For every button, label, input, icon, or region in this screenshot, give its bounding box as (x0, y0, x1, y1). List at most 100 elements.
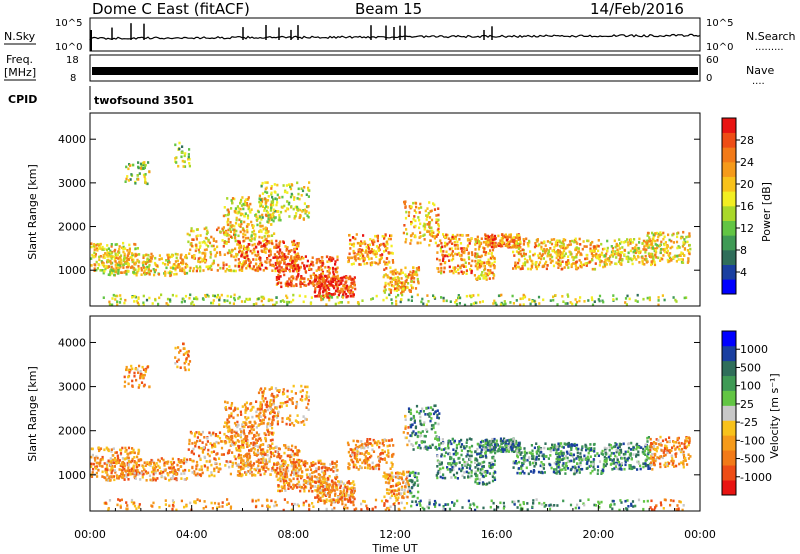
scatter-cell (299, 265, 302, 269)
scatter-cell (248, 262, 251, 266)
scatter-cell (247, 425, 250, 429)
scatter-cell (240, 253, 243, 257)
scatter-cell (137, 452, 140, 455)
scatter-cell (241, 265, 244, 269)
scatter-cell (384, 284, 387, 287)
scatter-cell (453, 269, 456, 272)
scatter-cell (264, 458, 268, 462)
scatter-cell (297, 463, 300, 467)
scatter-cell (533, 299, 536, 303)
scatter-cell (352, 249, 355, 253)
scatter-cell (408, 205, 411, 208)
scatter-cell (463, 250, 466, 253)
scatter-cell (514, 264, 517, 268)
scatter-cell (383, 244, 386, 247)
scatter-cell (300, 255, 303, 259)
scatter-cell (272, 198, 275, 201)
scatter-cell (177, 346, 180, 349)
scatter-cell (133, 294, 136, 298)
cpid-row: CPID twofsound 3501 (8, 86, 194, 110)
scatter-cell (110, 245, 113, 248)
scatter-cell (140, 471, 143, 475)
scatter-cell (246, 204, 249, 207)
scatter-cell (141, 365, 144, 369)
scatter-cell (285, 479, 288, 483)
scatter-cell (136, 368, 139, 371)
scatter-cell (122, 259, 125, 262)
scatter-cell (109, 468, 112, 472)
scatter-cell (527, 267, 530, 271)
freq-nave-trace (92, 67, 698, 75)
scatter-cell (275, 244, 278, 248)
scatter-cell (621, 251, 624, 254)
scatter-cell (271, 264, 274, 267)
scatter-cell (179, 465, 182, 468)
scatter-cell (102, 296, 105, 299)
scatter-cell (292, 461, 295, 464)
scatter-cell (117, 272, 120, 275)
scatter-cell (406, 286, 409, 289)
scatter-cell (195, 269, 198, 273)
scatter-cell (278, 453, 281, 456)
scatter-cell (277, 484, 280, 487)
scatter-cell (321, 462, 324, 466)
scatter-cell (523, 240, 526, 243)
scatter-cell (305, 205, 309, 208)
scatter-cell (463, 303, 467, 307)
scatter-cell (137, 269, 140, 272)
scatter-cell (258, 445, 262, 449)
scatter-cell (409, 242, 412, 245)
scatter-cell (264, 453, 267, 456)
scatter-cell (214, 445, 217, 448)
scatter-cell (175, 472, 178, 476)
scatter-cell (275, 445, 278, 449)
scatter-cell (242, 228, 245, 232)
scatter-cell (253, 448, 256, 451)
scatter-cell (271, 467, 274, 470)
scatter-cell (255, 218, 258, 222)
scatter-cell (187, 350, 190, 353)
scatter-cell (290, 279, 293, 283)
scatter-cell (342, 293, 345, 297)
scatter-cell (396, 282, 400, 286)
scatter-cell (259, 439, 263, 442)
scatter-cell (281, 255, 285, 258)
scatter-cell (250, 402, 253, 405)
scatter-cell (134, 261, 138, 265)
scatter-cell (238, 445, 241, 448)
scatter-cell (103, 265, 106, 268)
scatter-cell (293, 239, 296, 243)
scatter-cell (515, 240, 518, 243)
scatter-cell (148, 461, 151, 464)
scatter-cell (112, 447, 115, 450)
scatter-cell (405, 210, 408, 214)
scatter-cell (174, 346, 177, 350)
scatter-cell (529, 302, 532, 306)
scatter-cell (152, 468, 155, 472)
scatter-cell (194, 444, 197, 448)
scatter-cell (210, 264, 213, 268)
scatter-cell (327, 467, 330, 470)
scatter-cell (188, 469, 191, 472)
scatter-cell (134, 252, 137, 256)
scatter-cell (309, 274, 312, 278)
scatter-cell (467, 251, 470, 255)
scatter-cell (367, 243, 370, 247)
scatter-cell (509, 301, 512, 304)
scatter-cell (163, 461, 166, 465)
scatter-cell (110, 251, 113, 255)
scatter-cell (266, 453, 269, 457)
scatter-cell (338, 283, 341, 286)
scatter-cell (241, 441, 244, 444)
scatter-cell (405, 280, 408, 284)
scatter-cell (272, 211, 275, 215)
scatter-cell (109, 249, 112, 253)
scatter-cell (214, 434, 217, 438)
scatter-cell (199, 244, 202, 248)
scatter-cell (671, 245, 674, 249)
scatter-cell (391, 259, 394, 262)
scatter-cell (229, 407, 232, 410)
scatter-cell (182, 297, 185, 301)
scatter-cell (516, 265, 519, 269)
